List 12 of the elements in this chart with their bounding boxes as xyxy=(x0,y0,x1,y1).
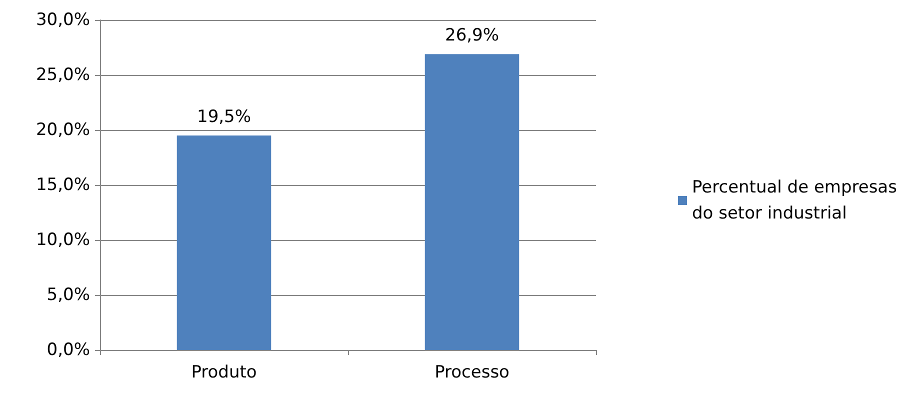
data-label: 26,9% xyxy=(444,26,500,46)
y-tick-label: 10,0% xyxy=(36,230,90,250)
x-tick-label: Processo xyxy=(434,362,510,382)
y-tick-label: 15,0% xyxy=(36,175,90,195)
legend-label: Percentual de empresas do setor industrial xyxy=(692,178,902,224)
y-tick-label: 0,0% xyxy=(46,340,90,360)
y-tick-label: 30,0% xyxy=(36,10,90,30)
y-tick-label: 20,0% xyxy=(36,120,90,140)
data-label: 19,5% xyxy=(196,107,252,127)
x-tick-label: Produto xyxy=(191,362,257,382)
y-tick-label: 25,0% xyxy=(36,65,90,85)
y-tick-label: 5,0% xyxy=(46,285,90,305)
